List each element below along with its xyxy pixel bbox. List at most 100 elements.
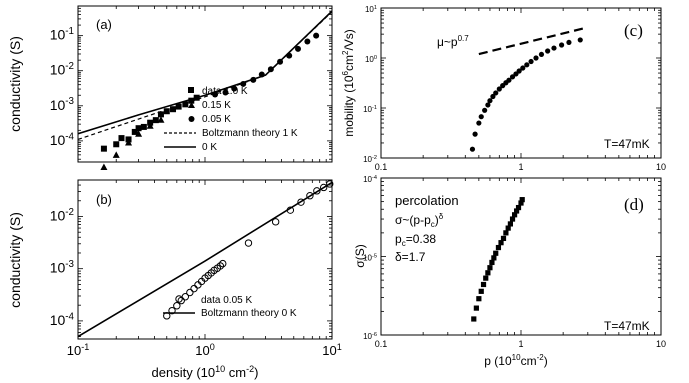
data-point — [478, 114, 484, 120]
x-tick-label: 100 — [195, 342, 215, 358]
panel-d-percolation-text: percolation — [395, 193, 459, 208]
data-point — [177, 296, 185, 305]
data-point — [507, 221, 513, 227]
data-point — [487, 265, 493, 271]
data-point — [313, 187, 321, 195]
data-point — [485, 270, 491, 276]
data-point — [131, 128, 138, 135]
ticks-b — [77, 179, 332, 339]
panel-d-label: (d) — [624, 195, 644, 214]
y-tick-label: 10-4 — [50, 311, 75, 328]
legend-b-data-005k: data 0.05 K — [201, 295, 252, 306]
y-tick-label: 10-2 — [50, 207, 74, 224]
data-point — [489, 259, 495, 266]
data-point — [559, 42, 565, 48]
data-point — [533, 55, 539, 61]
data-point — [271, 218, 280, 226]
panel-c-slope-label: μ~p0.7 — [437, 34, 469, 49]
panel-d-delta-text: δ=1.7 — [395, 250, 426, 264]
data-point — [478, 288, 484, 294]
ticks-a — [77, 6, 332, 162]
data-point — [496, 86, 502, 92]
data-point — [173, 302, 181, 310]
data-point — [146, 122, 154, 129]
ticks-c — [380, 8, 661, 159]
data-point — [319, 183, 328, 192]
panel-d-pc-text: pc=0.38 — [395, 232, 436, 248]
data-point — [163, 108, 170, 115]
panel-c-label: (c) — [624, 21, 643, 40]
data-point — [516, 68, 522, 74]
data-point — [181, 293, 190, 301]
series-line-c-1 — [478, 26, 586, 56]
data-point — [493, 90, 499, 96]
data-point — [140, 123, 147, 130]
series-line-a-4 — [78, 10, 332, 135]
data-point — [157, 111, 164, 118]
x-tick-label: 10 — [656, 162, 666, 172]
panel-c-ylabel: mobility (106cm2/Vs) — [341, 29, 356, 137]
panel-d-temperature: T=47mK — [604, 319, 650, 333]
data-point — [469, 146, 476, 152]
data-point — [577, 37, 583, 43]
data-point — [135, 125, 142, 132]
y-tick-label: 10-4 — [50, 131, 75, 148]
panel-c: (c) mobility (106cm2/Vs) μ~p0.7 T=47mK 1… — [341, 5, 666, 172]
x-tick-label: 10 — [656, 339, 666, 349]
data-point — [473, 305, 479, 311]
legend-b-boltzmann-0k: Boltzmann theory 0 K — [201, 308, 297, 319]
data-point — [524, 62, 530, 68]
legend-b-open-circle-marker — [175, 295, 183, 303]
series-line-b-1 — [78, 181, 332, 338]
panel-d-power-law-text: σ~(p-pc)δ — [395, 212, 444, 229]
data-point — [518, 200, 524, 206]
data-point — [566, 39, 572, 46]
legend-a-boltzmann-1k: Boltzmann theory 1 K — [202, 128, 298, 139]
data-point — [487, 98, 493, 104]
data-point — [188, 97, 195, 104]
data-point — [493, 250, 499, 256]
data-point — [520, 65, 526, 71]
data-point — [495, 244, 502, 251]
ticks-d — [380, 178, 661, 336]
y-tick-label: 10-2 — [363, 155, 377, 164]
data-point — [528, 58, 534, 65]
data-point — [190, 284, 198, 293]
y-tick-label: 10-3 — [50, 259, 75, 276]
data-point — [118, 135, 125, 142]
panel-d-ylabel: σ(S) — [353, 244, 367, 267]
data-point — [113, 141, 120, 148]
y-tick-label: 10-4 — [363, 175, 377, 184]
data-point — [515, 204, 522, 211]
legend-a-015k: 0.15 K — [202, 100, 231, 111]
panel-d: (d) σ(S) p (1010cm-2) percolation σ~(p-p… — [353, 175, 666, 368]
data-point — [244, 239, 253, 247]
data-point — [485, 102, 491, 108]
x-tick-label: 1 — [518, 162, 523, 172]
panel-b-xlabel: density (1010 cm-2) — [152, 364, 259, 380]
data-point — [125, 138, 133, 146]
y-tick-label: 10-1 — [363, 105, 377, 114]
data-point — [170, 106, 177, 113]
panel-a-label: (a) — [96, 17, 112, 32]
y-tick-label: 10-6 — [363, 332, 377, 341]
data-point — [500, 235, 507, 242]
data-point — [216, 262, 225, 270]
x-tick-label: 0.1 — [375, 162, 388, 172]
panel-a-ylabel: conductivity (S) — [7, 36, 23, 132]
x-tick-label: 101 — [322, 342, 342, 358]
panel-b-ylabel: conductivity (S) — [7, 212, 23, 308]
y-tick-label: 101 — [365, 5, 377, 14]
data-point — [505, 225, 511, 231]
data-point — [519, 197, 525, 203]
data-point — [100, 163, 108, 171]
data-point — [471, 316, 477, 322]
data-point — [326, 180, 334, 188]
y-tick-label: 10-2 — [50, 61, 74, 78]
data-point — [112, 151, 120, 158]
data-point — [498, 240, 504, 246]
y-tick-label: 10-3 — [50, 96, 75, 113]
data-point — [509, 74, 516, 80]
data-point — [100, 145, 107, 152]
